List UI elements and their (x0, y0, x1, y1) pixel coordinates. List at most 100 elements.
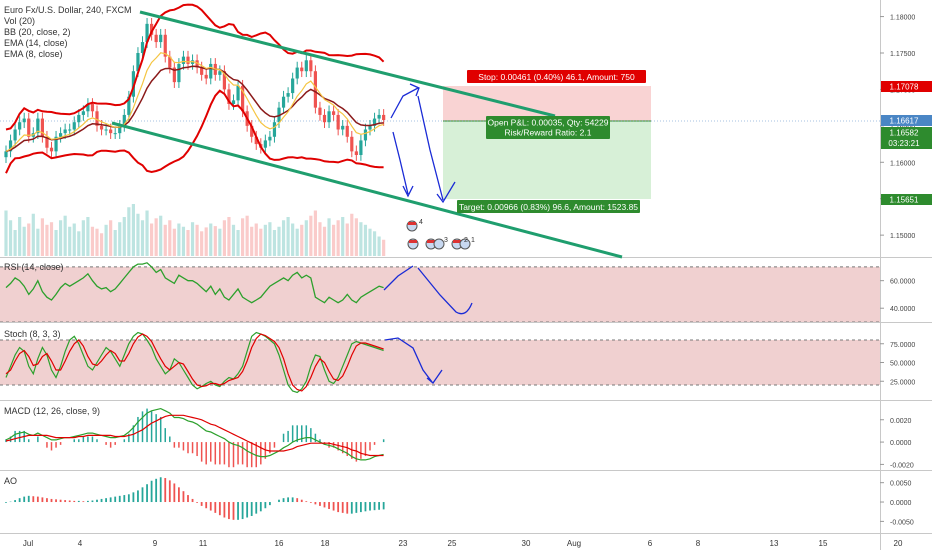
candle-body (350, 136, 354, 152)
candle (63, 123, 67, 139)
pnl-label-box[interactable] (486, 116, 610, 139)
candle-body (268, 136, 272, 141)
legend-vol[interactable]: Vol (20) (4, 16, 35, 26)
y-tick-label: 0.0020 (890, 418, 912, 425)
candle (368, 120, 372, 136)
candle (345, 120, 349, 143)
candle (272, 116, 277, 143)
candle-body (363, 129, 368, 141)
y-tick-label: 60.0000 (890, 279, 915, 286)
descending-channel[interactable] (111, 10, 623, 259)
candle (322, 109, 327, 129)
volume-bar (86, 217, 90, 256)
volume-bar (45, 224, 49, 256)
event-badge[interactable] (407, 238, 419, 250)
candle (309, 54, 313, 78)
candle-body (13, 129, 17, 141)
candle (336, 109, 340, 136)
candle (341, 120, 345, 136)
event-badge[interactable]: 4 (406, 219, 423, 232)
ao-panel (5, 477, 385, 520)
legend-bb[interactable]: BB (20, close, 2) (4, 27, 71, 37)
volume-bar (72, 223, 76, 256)
candle (327, 105, 331, 129)
target-label-box[interactable] (457, 200, 640, 213)
legend-ema8[interactable]: EMA (8, close) (4, 49, 63, 59)
macd-label[interactable]: MACD (12, 26, close, 9) (4, 406, 100, 416)
candle-body (332, 111, 336, 115)
candle-body (8, 140, 13, 152)
y-tick-label: 0.0000 (890, 440, 912, 447)
candle-body (68, 129, 72, 131)
legend-ema14[interactable]: EMA (14, close) (4, 38, 68, 48)
candle (286, 87, 290, 103)
stop-label-box[interactable] (467, 70, 646, 83)
candle (118, 120, 122, 139)
drawing-price-path (392, 131, 414, 198)
candle-body (22, 118, 26, 123)
candle (236, 79, 240, 107)
candle-body (236, 85, 240, 101)
candle-body (263, 140, 267, 148)
volume-bar (68, 226, 72, 256)
candle (77, 109, 81, 129)
current-price-marker (881, 127, 932, 149)
volume-bar (382, 239, 386, 256)
candlesticks (4, 18, 386, 164)
candle-body (109, 129, 113, 134)
event-badge[interactable]: 2 1 (451, 237, 475, 250)
candle-body (204, 74, 208, 79)
volume-bar (154, 218, 158, 256)
candle-body (313, 71, 317, 108)
y-tick-label: 1.18000 (890, 15, 915, 22)
volume-bar (63, 215, 67, 256)
stop-price-marker (881, 81, 932, 92)
candle (13, 123, 17, 147)
candle (313, 65, 317, 114)
candle-body (359, 140, 363, 155)
channel-upper-line[interactable] (139, 10, 556, 118)
candle-body (131, 71, 135, 97)
volume-bar (231, 224, 236, 256)
volume-bar (341, 217, 345, 256)
y-tick-label: -0.0050 (890, 519, 914, 526)
candle-body (300, 67, 304, 72)
volume-bar (177, 223, 181, 256)
x-tick-label: 25 (448, 539, 457, 548)
last-price-text: 1.16617 (890, 117, 919, 126)
event-badge[interactable]: 3 (425, 237, 448, 250)
x-tick-label: 16 (275, 539, 284, 548)
volume-bar (99, 233, 104, 256)
candle (300, 61, 304, 78)
candle (22, 112, 26, 129)
volume-bar (318, 222, 322, 256)
hand-drawings[interactable] (383, 83, 473, 384)
y-tick-label: 50.0000 (890, 361, 915, 368)
rsi-label[interactable]: RSI (14, close) (4, 262, 64, 272)
candle-body (86, 104, 90, 112)
event-badge-count: 2 (464, 237, 468, 244)
volume-bar (109, 220, 113, 256)
x-tick-label: 18 (321, 539, 330, 548)
candle-body (218, 71, 222, 75)
candle-body (163, 34, 167, 57)
channel-lower-line[interactable] (111, 121, 623, 259)
candle-body (336, 114, 340, 130)
symbol-title[interactable]: Euro Fx/U.S. Dollar, 240, FXCM (4, 5, 132, 15)
ao-label[interactable]: AO (4, 476, 17, 486)
candle-body (368, 125, 372, 130)
candle-body (231, 100, 236, 104)
volume-bar (350, 213, 354, 256)
volume-bar (245, 215, 249, 256)
x-tick-label: Aug (567, 539, 581, 548)
volume-bar (159, 215, 163, 256)
candle-body (113, 133, 117, 135)
candle-body (322, 114, 327, 123)
candle-body (286, 93, 290, 97)
stop-zone[interactable] (443, 86, 651, 121)
stoch-label[interactable]: Stoch (8, 3, 3) (4, 329, 61, 339)
volume-bar (168, 220, 172, 256)
volume-bar (113, 230, 117, 256)
stoch-d-line (5, 333, 384, 392)
